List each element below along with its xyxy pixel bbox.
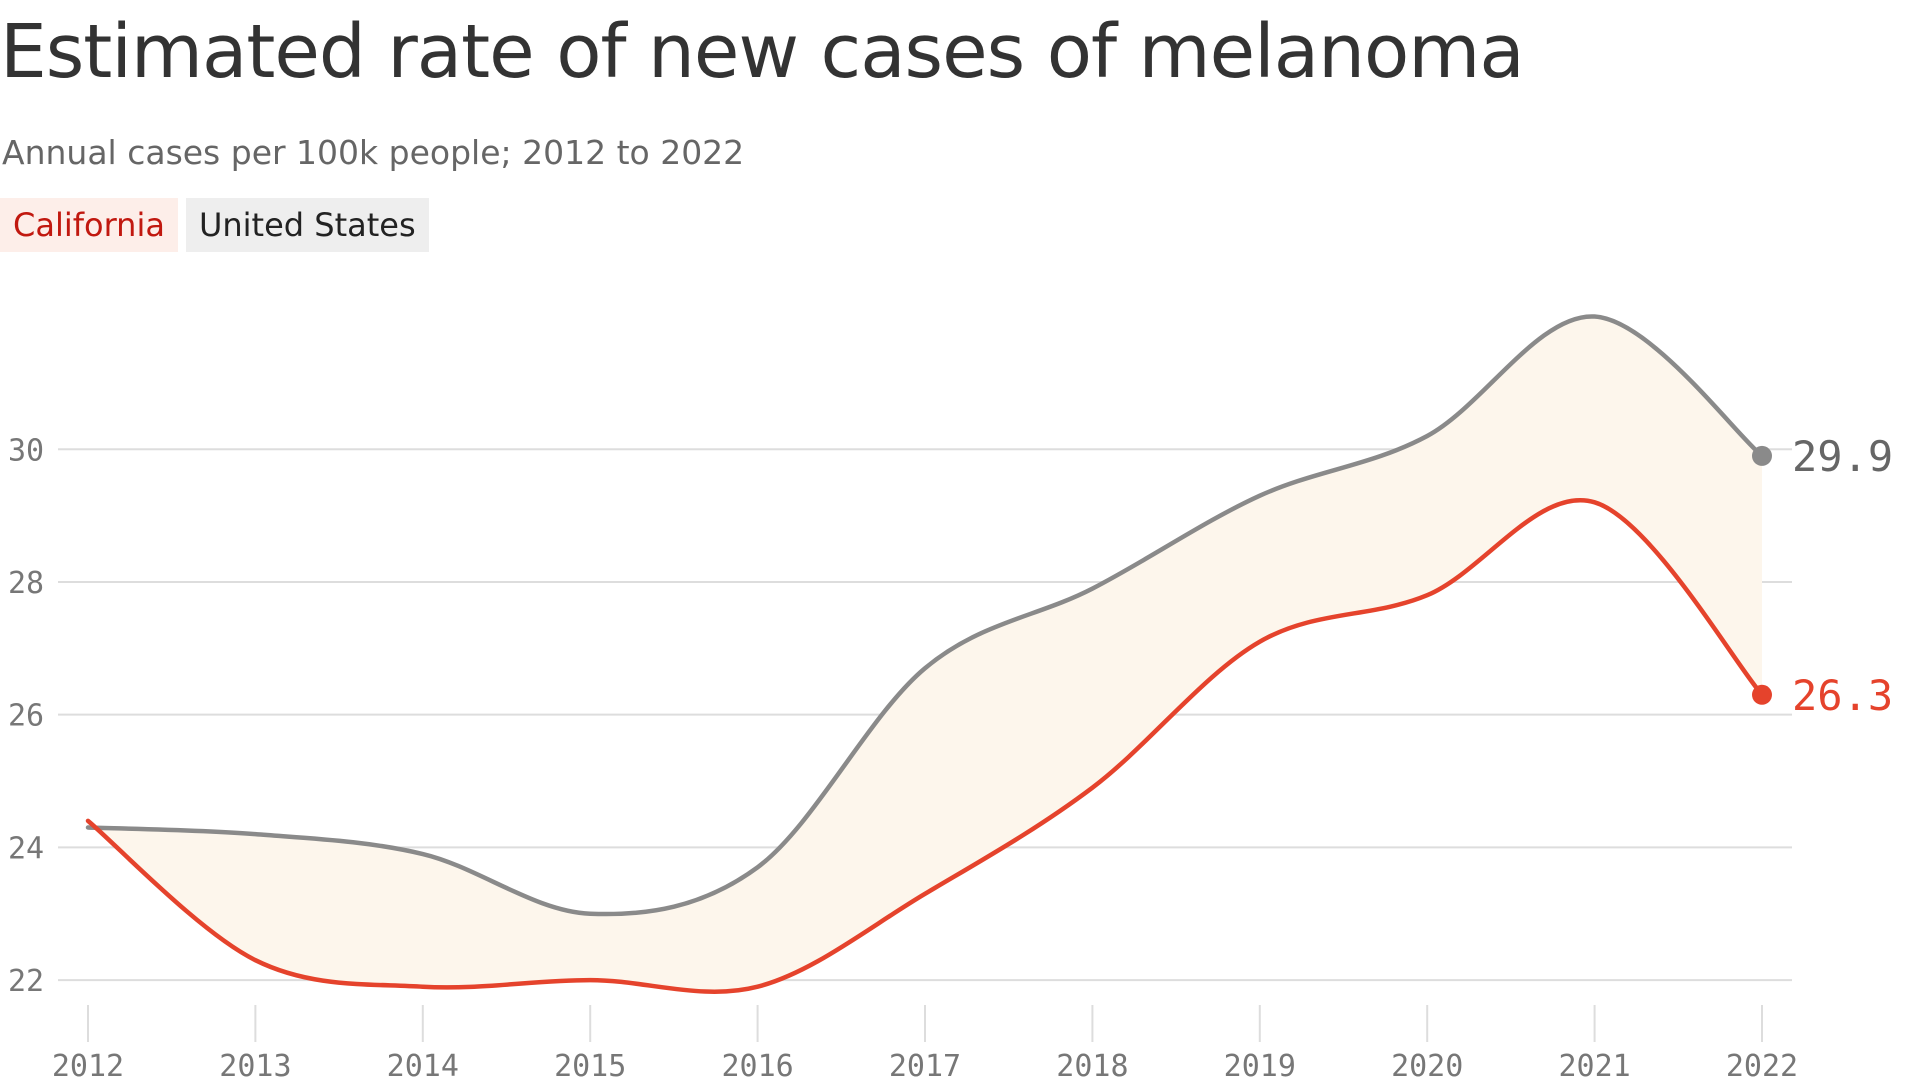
tick-and-end-labels: 22 24 26 28 30 2012 2013 2014 2015 2016 2017 2018 20… bbox=[8, 432, 1893, 1080]
x-tick-label: 2013 bbox=[219, 1049, 291, 1080]
end-point-united-states bbox=[1752, 445, 1772, 466]
legend-item-california[interactable]: California bbox=[0, 198, 178, 252]
legend: California United States bbox=[0, 198, 429, 252]
chart-subtitle: Annual cases per 100k people; 2012 to 20… bbox=[2, 133, 745, 172]
x-tick-label: 2022 bbox=[1726, 1049, 1798, 1080]
chart-title: Estimated rate of new cases of melanoma bbox=[0, 9, 1525, 95]
end-point-california bbox=[1752, 684, 1772, 705]
x-tick-label: 2021 bbox=[1558, 1049, 1630, 1080]
x-tick-label: 2018 bbox=[1056, 1049, 1128, 1080]
y-tick-label: 24 bbox=[8, 831, 44, 866]
x-tick-label: 2019 bbox=[1224, 1049, 1296, 1080]
end-label-united-states: 29.9 bbox=[1792, 432, 1893, 481]
series-line-california bbox=[85, 498, 1765, 994]
y-tick-label: 28 bbox=[8, 566, 44, 601]
end-points bbox=[1752, 445, 1772, 705]
fill-between-area bbox=[88, 316, 1762, 992]
x-tick-label: 2014 bbox=[387, 1049, 459, 1080]
x-tick-label: 2012 bbox=[52, 1049, 124, 1080]
series-line-united-states bbox=[85, 314, 1765, 917]
x-tick-label: 2017 bbox=[889, 1049, 961, 1080]
band-between-series bbox=[88, 316, 1762, 992]
x-tick-label: 2020 bbox=[1391, 1049, 1463, 1080]
series-lines bbox=[85, 314, 1765, 994]
x-tick-label: 2016 bbox=[721, 1049, 793, 1080]
x-tick-label: 2015 bbox=[554, 1049, 626, 1080]
y-tick-label: 30 bbox=[8, 433, 44, 468]
legend-item-united-states[interactable]: United States bbox=[185, 198, 429, 252]
y-tick-label: 22 bbox=[8, 964, 44, 999]
end-label-california: 26.3 bbox=[1792, 671, 1893, 720]
y-tick-label: 26 bbox=[8, 699, 44, 734]
